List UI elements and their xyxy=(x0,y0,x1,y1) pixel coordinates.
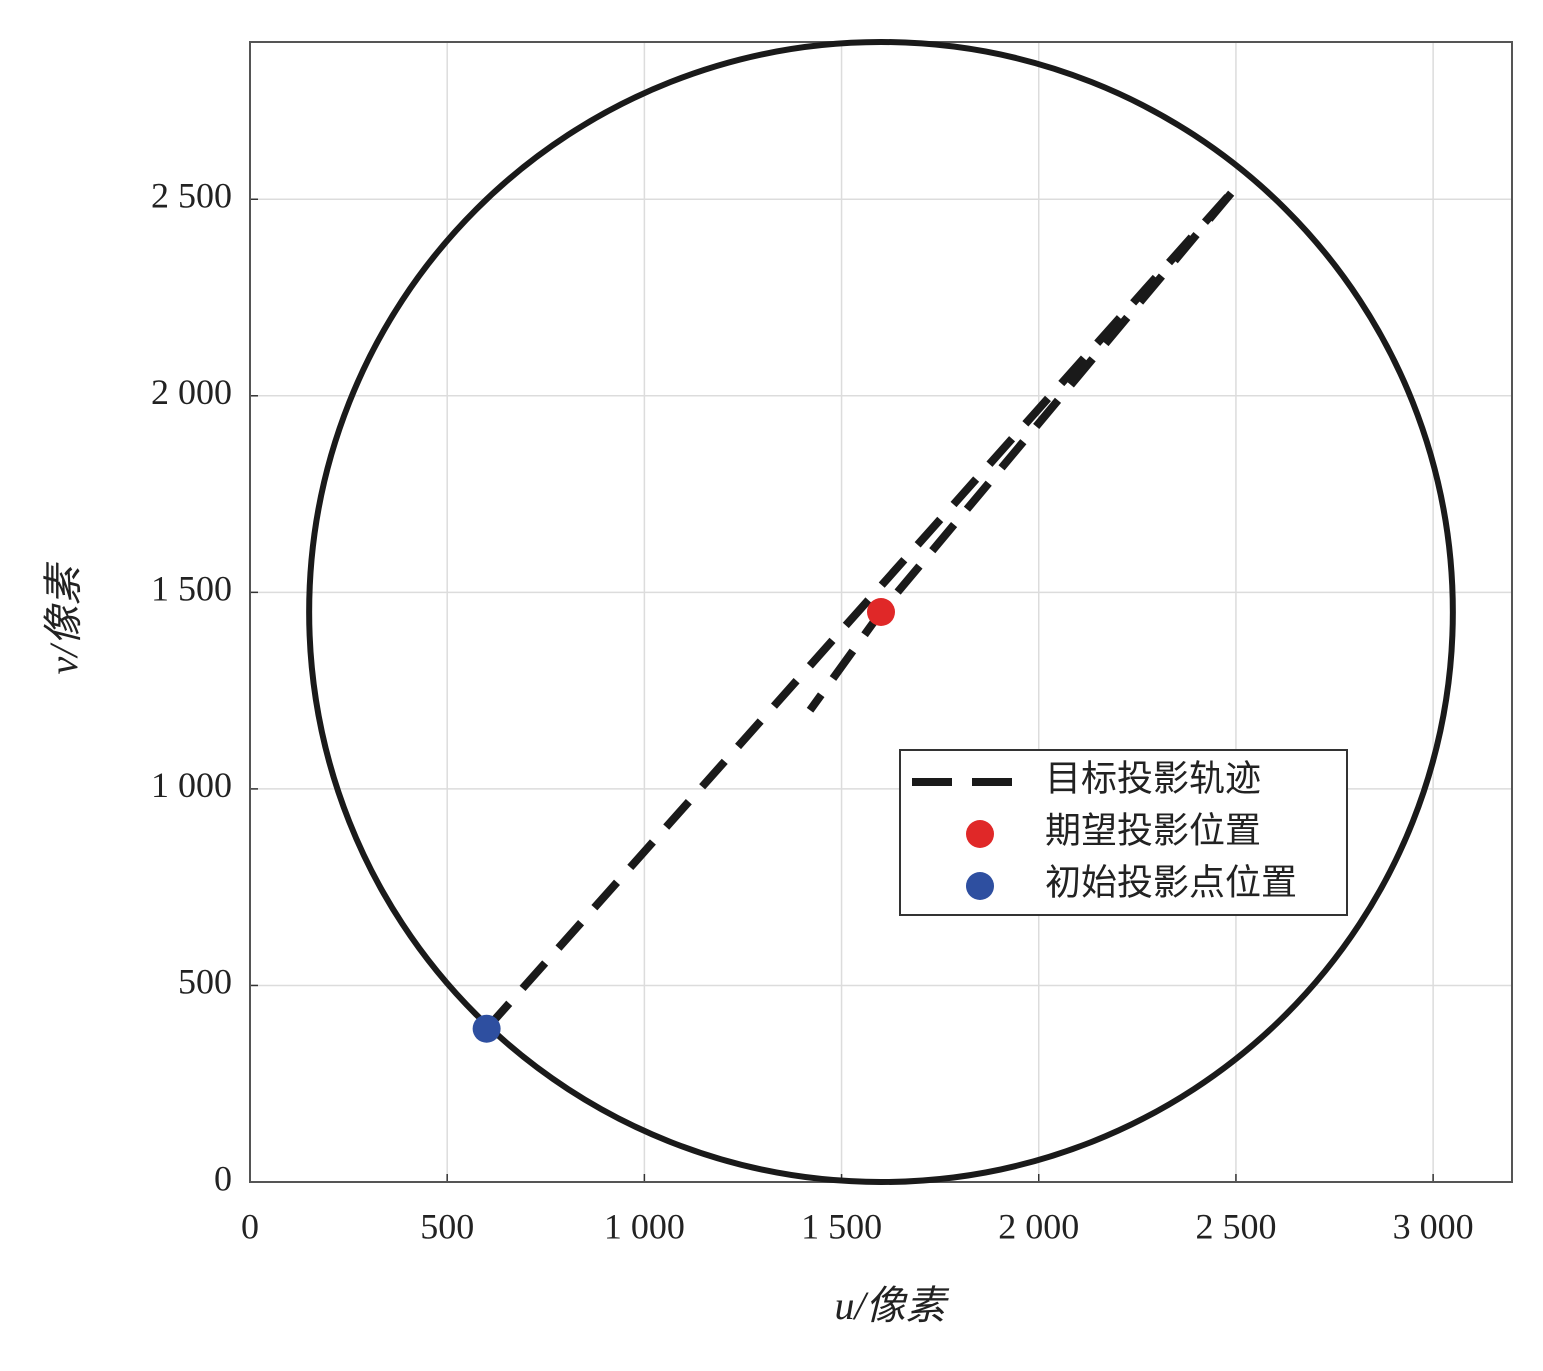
point xyxy=(472,1014,501,1043)
x-tick-label: 0 xyxy=(241,1206,259,1246)
y-tick-label: 1 500 xyxy=(151,569,232,609)
x-tick-label: 2 000 xyxy=(998,1206,1079,1246)
x-tick-label: 2 500 xyxy=(1195,1206,1276,1246)
x-tick-label: 1 500 xyxy=(801,1206,882,1246)
y-tick-label: 1 000 xyxy=(151,765,232,805)
y-tick-label: 500 xyxy=(178,962,232,1002)
x-tick-label: 500 xyxy=(420,1206,474,1246)
legend-label: 目标投影轨迹 xyxy=(1045,758,1261,798)
y-tick-label: 0 xyxy=(214,1158,232,1198)
x-tick-label: 3 000 xyxy=(1393,1206,1474,1246)
x-axis-label: u/像素 xyxy=(834,1283,949,1328)
legend-symbol xyxy=(966,820,994,848)
point xyxy=(867,598,895,626)
legend-label: 期望投影位置 xyxy=(1045,810,1261,850)
legend-label: 初始投影点位置 xyxy=(1045,862,1297,902)
x-tick-label: 1 000 xyxy=(604,1206,685,1246)
trajectory-line xyxy=(483,184,1240,1032)
y-tick-label: 2 500 xyxy=(151,176,232,216)
y-axis-label: v/像素 xyxy=(41,562,86,675)
legend-symbol xyxy=(966,872,994,900)
y-tick-label: 2 000 xyxy=(151,372,232,412)
boundary-circle xyxy=(306,39,1456,1185)
